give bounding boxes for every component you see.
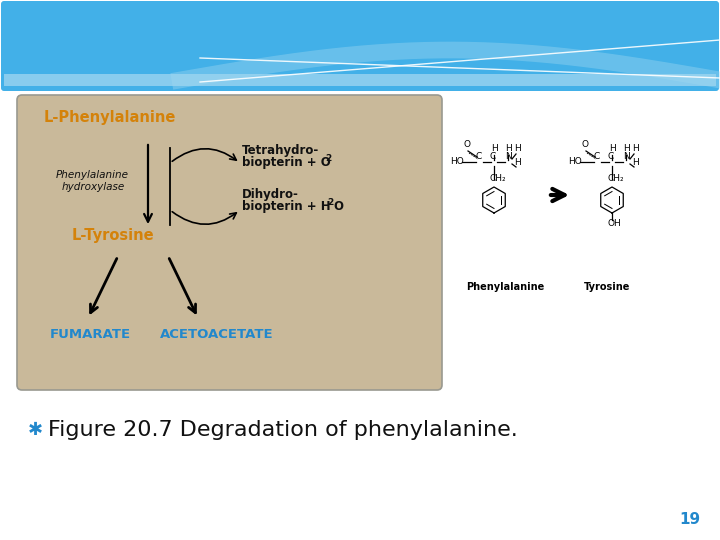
Text: H: H [609, 144, 616, 153]
Text: N: N [505, 152, 512, 161]
Text: CH₂: CH₂ [607, 174, 624, 183]
Text: H: H [623, 144, 630, 153]
Text: L-Tyrosine: L-Tyrosine [72, 228, 154, 243]
Text: C: C [594, 152, 600, 161]
Text: C: C [608, 152, 614, 161]
Text: Tyrosine: Tyrosine [584, 282, 631, 292]
Text: O: O [464, 140, 471, 149]
Text: hydroxylase: hydroxylase [62, 182, 125, 192]
Text: H: H [514, 158, 521, 167]
Text: C: C [476, 152, 482, 161]
Text: H: H [514, 144, 521, 153]
FancyBboxPatch shape [1, 1, 719, 91]
FancyBboxPatch shape [4, 74, 716, 86]
Text: Phenylalanine: Phenylalanine [56, 170, 129, 180]
Text: biopterin + O: biopterin + O [242, 156, 330, 169]
Text: HO: HO [450, 157, 464, 166]
Text: 19: 19 [679, 512, 700, 527]
Text: OH: OH [608, 219, 622, 228]
Text: ACETOACETATE: ACETOACETATE [160, 328, 274, 341]
Text: H: H [491, 144, 498, 153]
Text: H: H [632, 144, 639, 153]
Text: FUMARATE: FUMARATE [50, 328, 131, 341]
Text: H: H [505, 144, 512, 153]
Text: Figure 20.7 Degradation of phenylalanine.: Figure 20.7 Degradation of phenylalanine… [48, 420, 518, 440]
Text: CH₂: CH₂ [489, 174, 505, 183]
Text: C: C [490, 152, 496, 161]
Text: H: H [632, 158, 639, 167]
Text: HO: HO [568, 157, 582, 166]
Text: 2: 2 [325, 154, 331, 163]
Text: L-Phenylalanine: L-Phenylalanine [44, 110, 176, 125]
Text: 2: 2 [327, 198, 333, 207]
Text: Tetrahydro-: Tetrahydro- [242, 144, 319, 157]
FancyBboxPatch shape [17, 95, 442, 390]
Text: biopterin + H: biopterin + H [242, 200, 330, 213]
Text: O: O [582, 140, 589, 149]
Text: O: O [333, 200, 343, 213]
Text: Phenylalanine: Phenylalanine [466, 282, 544, 292]
Text: N: N [623, 152, 630, 161]
Text: ✱: ✱ [28, 421, 43, 439]
Text: Dihydro-: Dihydro- [242, 188, 299, 201]
